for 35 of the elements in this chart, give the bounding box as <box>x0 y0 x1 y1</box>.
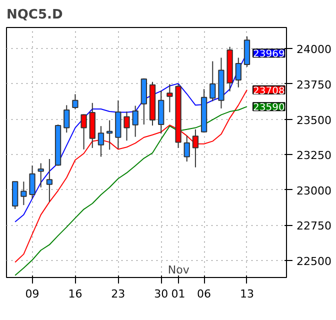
candlestick <box>106 120 113 150</box>
candlestick <box>29 164 36 200</box>
y-tick-label: 23000 <box>296 184 332 198</box>
x-tick-label: 30 <box>154 288 168 300</box>
candlestick <box>80 114 87 150</box>
x-tick-label: 23 <box>111 288 126 300</box>
candlestick <box>98 126 104 158</box>
candlestick <box>235 57 242 88</box>
x-tick-label: 06 <box>197 288 212 300</box>
chart-title: NQC5.D <box>6 8 63 22</box>
line-series <box>14 89 248 263</box>
candlestick <box>184 135 190 162</box>
candlestick <box>46 158 53 202</box>
candlestick <box>38 162 44 188</box>
y-tick-label: 23750 <box>296 78 332 92</box>
candlestick <box>192 128 199 168</box>
y-tick-label: 23250 <box>296 149 332 162</box>
y-tick-label: 22750 <box>296 220 332 233</box>
candlestick <box>72 94 78 110</box>
candlestick <box>210 60 216 102</box>
candlestick <box>124 111 130 142</box>
x-tick-label: 16 <box>68 288 82 300</box>
x-tick-label: 09 <box>25 288 40 300</box>
y-tick-label: 23500 <box>296 114 332 127</box>
candlestick <box>132 105 138 138</box>
line-series <box>14 106 248 276</box>
data-label: 23590 <box>253 102 285 114</box>
y-tick-label: 22500 <box>296 255 332 268</box>
x-tick-label: 13 <box>240 288 254 300</box>
candlestick <box>64 104 70 134</box>
candlestick <box>166 84 173 113</box>
annotation: Nov <box>168 264 190 276</box>
candlestick <box>20 181 27 206</box>
y-tick-label: 24000 <box>296 43 332 56</box>
x-tick-label: 01 <box>171 288 186 300</box>
